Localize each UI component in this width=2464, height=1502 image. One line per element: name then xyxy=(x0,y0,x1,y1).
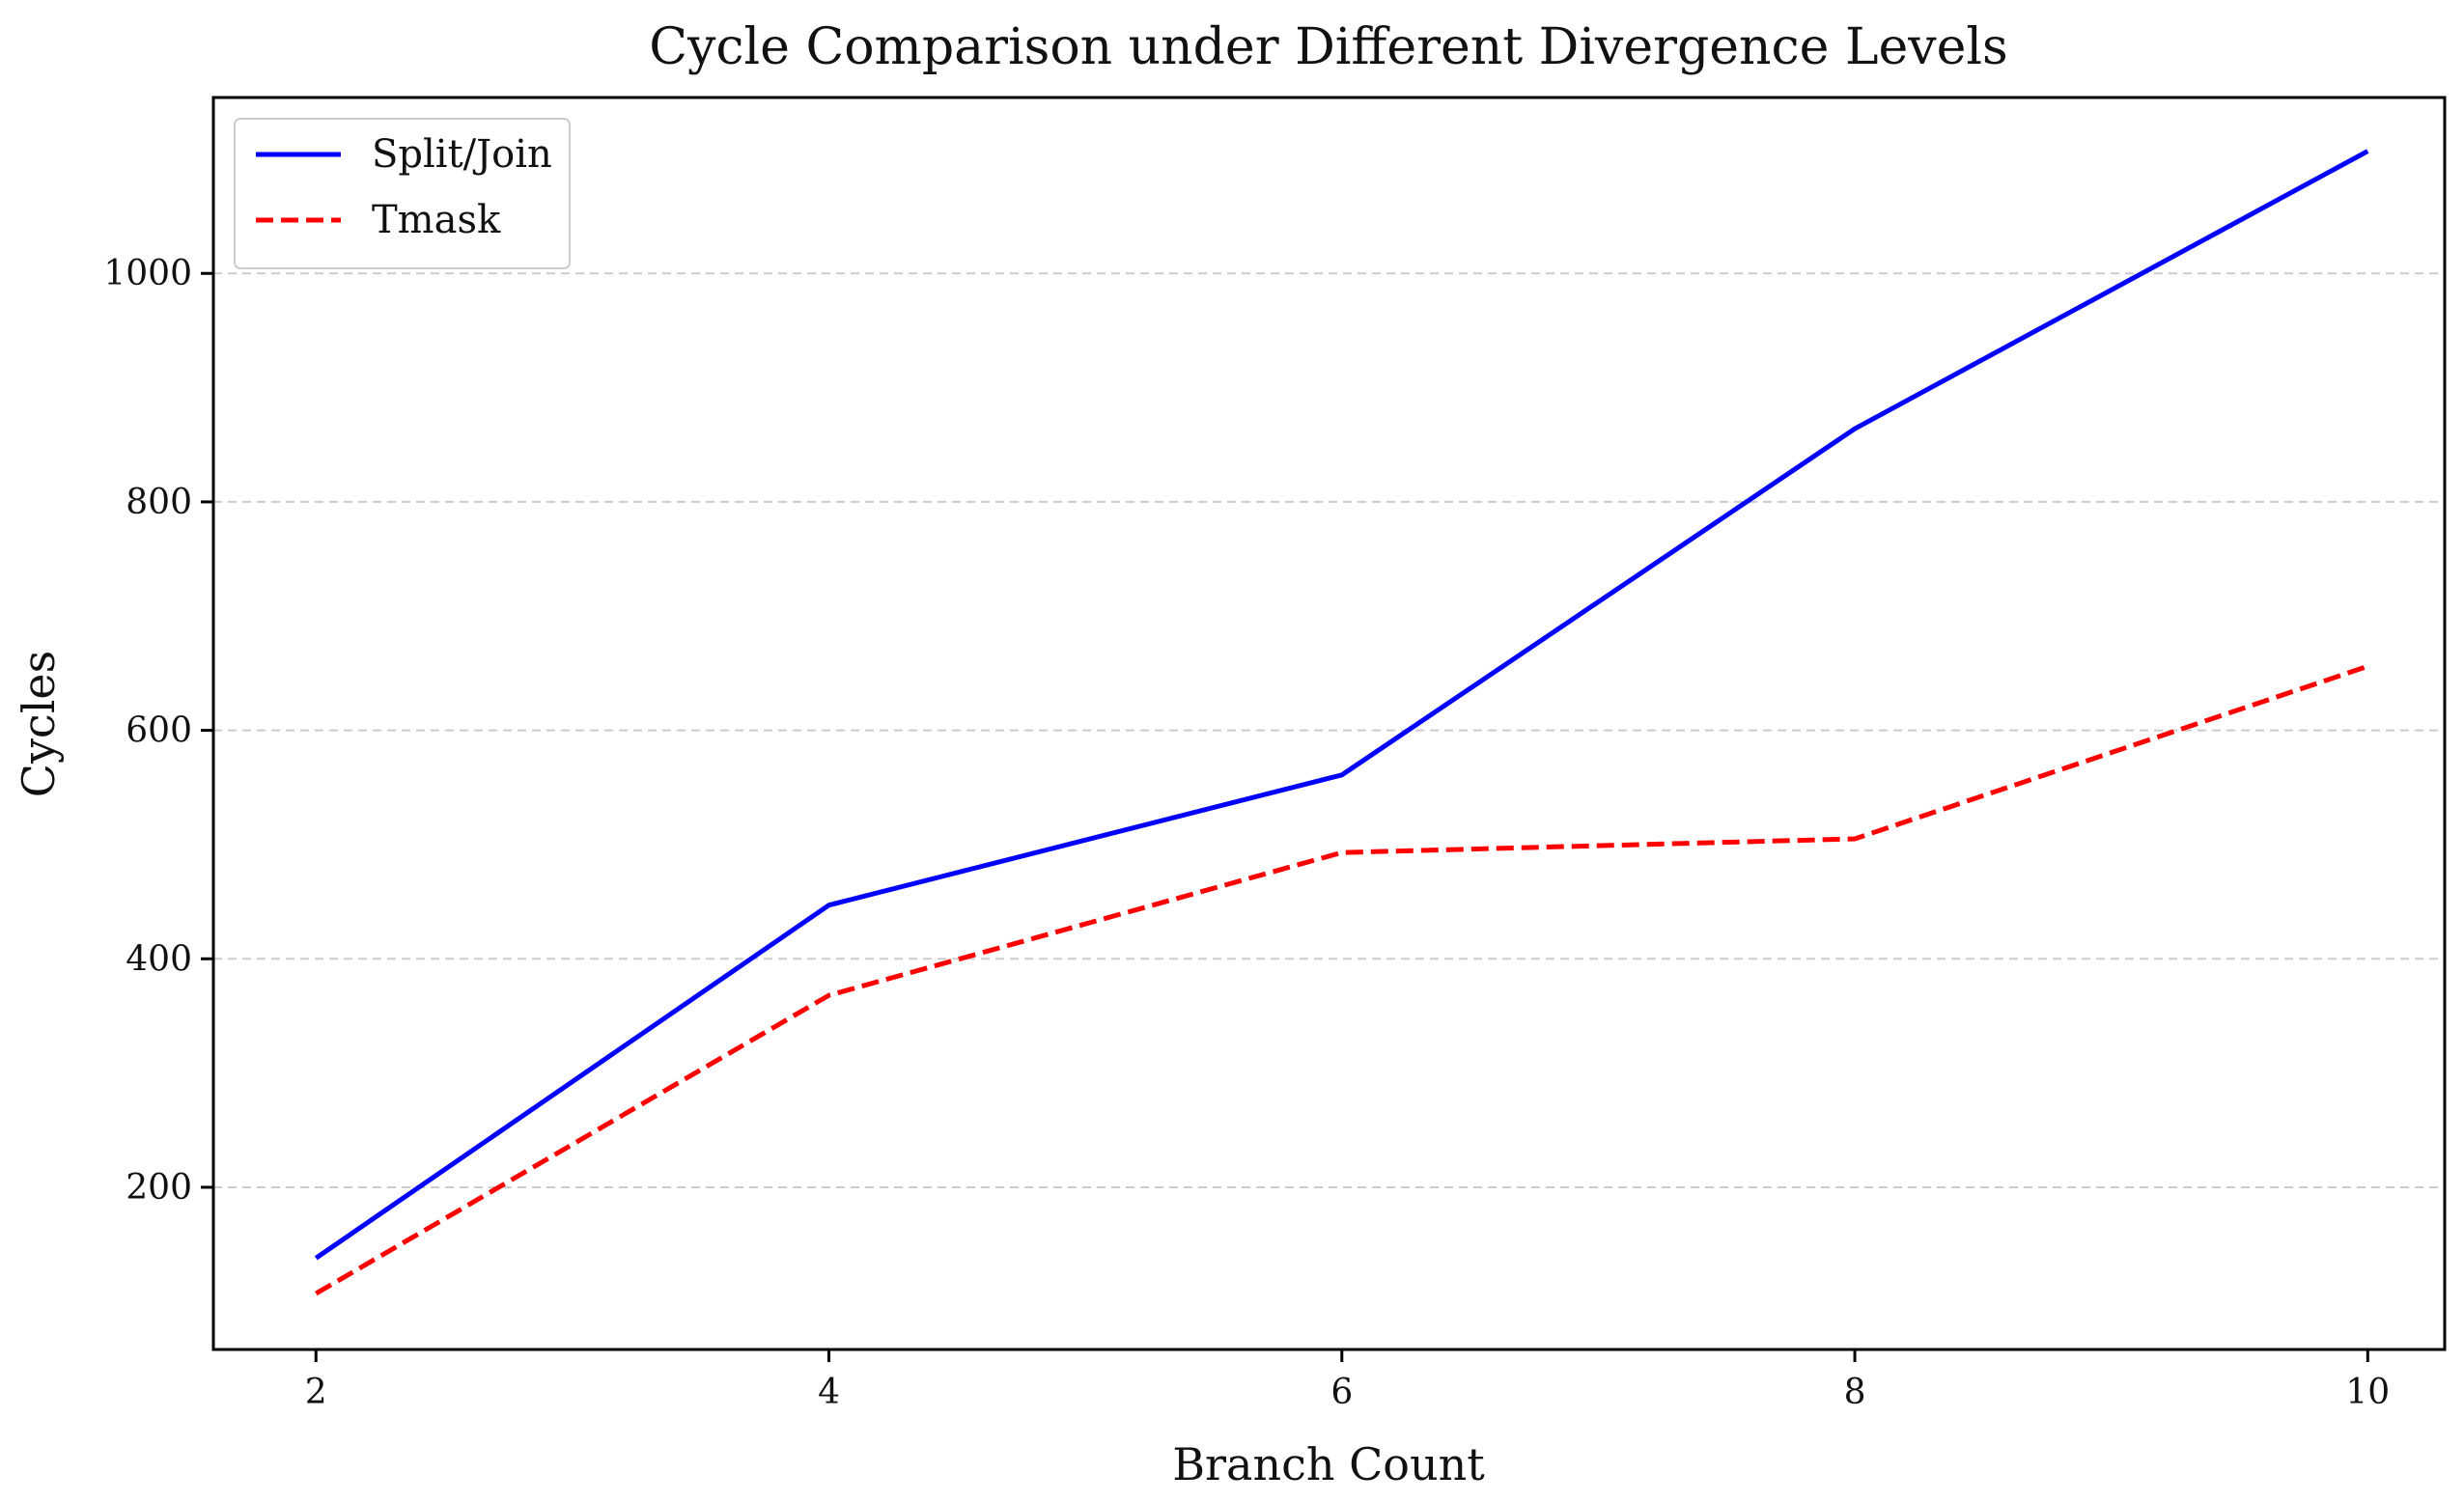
y-axis: 200 400 600 800 1000 xyxy=(103,254,213,1208)
x-tick-label-10: 10 xyxy=(2345,1373,2390,1412)
plot-area-frame xyxy=(211,96,2447,1351)
y-tick-label-800: 800 xyxy=(126,483,192,522)
y-tick-label-200: 200 xyxy=(126,1168,192,1208)
grid-lines xyxy=(213,272,2445,1188)
x-axis-title: Branch Count xyxy=(1172,1438,1485,1490)
y-tick-label-1000: 1000 xyxy=(103,254,192,293)
x-tick-label-8: 8 xyxy=(1844,1373,1866,1412)
y-tick-label-400: 400 xyxy=(126,939,192,979)
legend: Split/Join Tmask xyxy=(234,118,571,269)
x-tick-label-6: 6 xyxy=(1330,1373,1353,1412)
x-tick-label-4: 4 xyxy=(818,1373,840,1412)
legend-label-split-join: Split/Join xyxy=(372,132,552,177)
series-line-split-join xyxy=(314,149,2369,1261)
y-tick-label-600: 600 xyxy=(126,711,192,751)
series-line-tmask xyxy=(315,663,2369,1296)
x-axis: 2 4 6 8 10 xyxy=(305,1349,2390,1412)
chart-title: Cycle Comparison under Different Diverge… xyxy=(649,18,2008,76)
y-axis-title: Cycles xyxy=(13,651,65,798)
series-layer xyxy=(314,149,2369,1296)
x-tick-label-2: 2 xyxy=(305,1373,327,1412)
legend-label-tmask: Tmask xyxy=(372,198,501,242)
